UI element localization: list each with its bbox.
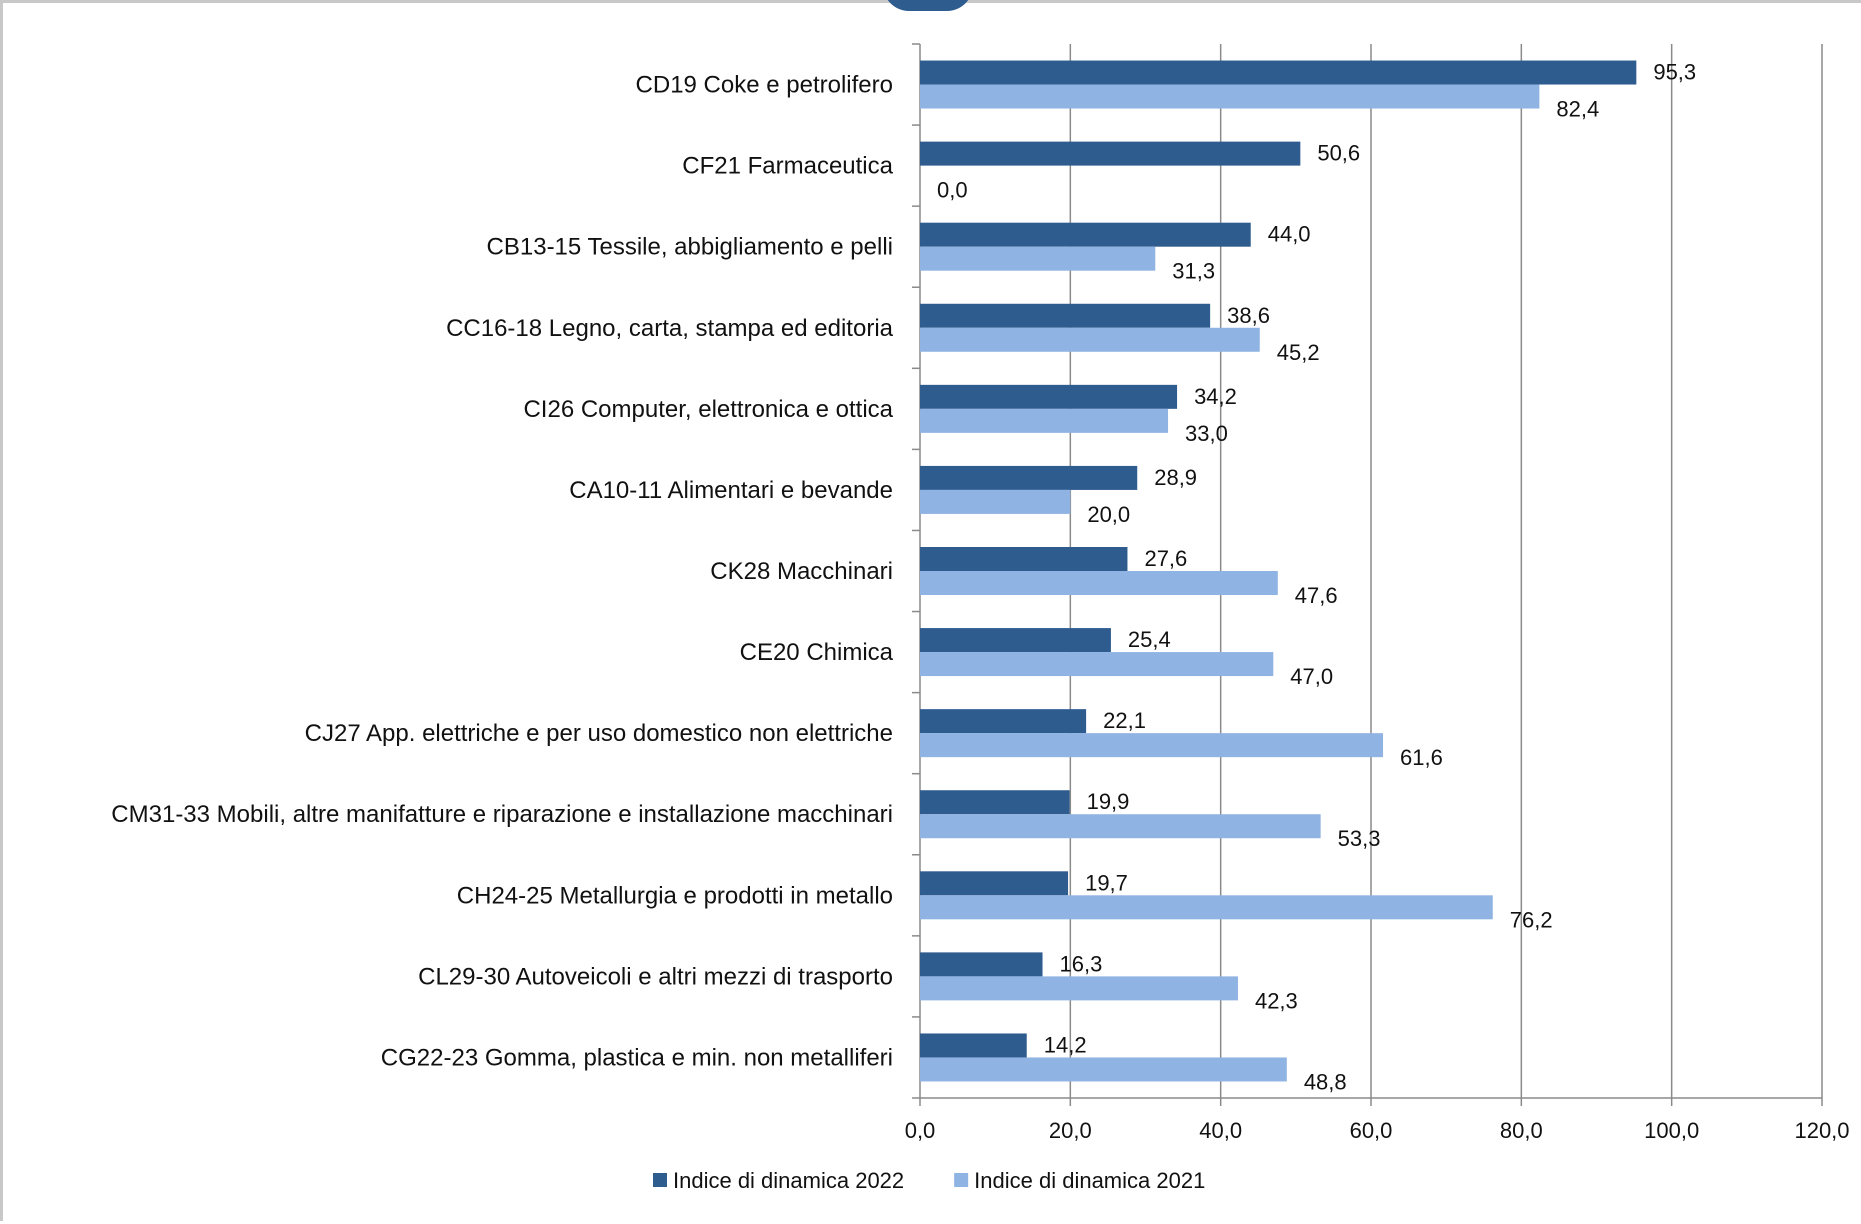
x-tick-label: 80,0 bbox=[1500, 1118, 1543, 1143]
bar-2022 bbox=[920, 790, 1070, 815]
data-label: 47,0 bbox=[1290, 664, 1333, 689]
data-label: 25,4 bbox=[1128, 627, 1171, 652]
category-label: CK28 Macchinari bbox=[710, 558, 893, 585]
data-label: 14,2 bbox=[1044, 1032, 1087, 1057]
data-label: 16,3 bbox=[1060, 951, 1103, 976]
x-tick-label: 40,0 bbox=[1199, 1118, 1242, 1143]
bar-2021 bbox=[920, 489, 1071, 514]
bar-2021 bbox=[920, 246, 1156, 271]
data-label: 38,6 bbox=[1227, 303, 1270, 328]
category-label: CJ27 App. elettriche e per uso domestico… bbox=[305, 720, 893, 747]
category-label: CB13-15 Tessile, abbigliamento e pelli bbox=[487, 234, 893, 261]
bar-2021 bbox=[920, 814, 1321, 839]
bar-2021 bbox=[920, 976, 1238, 1001]
category-label: CE20 Chimica bbox=[740, 639, 894, 666]
x-tick-label: 60,0 bbox=[1350, 1118, 1393, 1143]
category-label: CG22-23 Gomma, plastica e min. non metal… bbox=[381, 1044, 893, 1071]
bar-2021 bbox=[920, 571, 1278, 595]
data-label: 33,0 bbox=[1185, 421, 1228, 446]
data-label: 44,0 bbox=[1268, 222, 1311, 247]
data-label: 53,3 bbox=[1338, 826, 1381, 851]
x-tick-label: 100,0 bbox=[1644, 1118, 1699, 1143]
bar-2021 bbox=[920, 733, 1384, 758]
bar-2022 bbox=[920, 709, 1087, 734]
bar-2021 bbox=[920, 408, 1169, 433]
category-label: CA10-11 Alimentari e bevande bbox=[569, 477, 893, 504]
data-label: 28,9 bbox=[1154, 465, 1197, 490]
category-label: CH24-25 Metallurgia e prodotti in metall… bbox=[457, 882, 893, 909]
bar-chart: 0,0 20,0 40,0 60,0 80,0 100,0 120,0 CD19 Coke e… bbox=[111, 43, 1850, 1193]
data-label: 76,2 bbox=[1510, 907, 1553, 932]
bar-2021 bbox=[920, 1057, 1287, 1082]
x-tick-label: 120,0 bbox=[1794, 1118, 1849, 1143]
bar-2022 bbox=[920, 60, 1637, 85]
bar-2022 bbox=[920, 628, 1111, 653]
bar-2022 bbox=[920, 222, 1251, 247]
category-label: CI26 Computer, elettronica e ottica bbox=[523, 396, 893, 423]
header-accent-shape bbox=[883, 0, 973, 11]
legend-swatch bbox=[954, 1173, 969, 1187]
data-label: 22,1 bbox=[1103, 708, 1146, 733]
data-label: 95,3 bbox=[1653, 60, 1696, 85]
data-label: 20,0 bbox=[1087, 502, 1130, 527]
category-label: CF21 Farmaceutica bbox=[682, 153, 893, 180]
bar-2022 bbox=[920, 1033, 1027, 1058]
legend-label: Indice di dinamica 2021 bbox=[974, 1168, 1205, 1193]
x-tick-label: 20,0 bbox=[1049, 1118, 1092, 1143]
data-label: 48,8 bbox=[1304, 1069, 1347, 1094]
data-label: 82,4 bbox=[1556, 97, 1599, 122]
data-label: 61,6 bbox=[1400, 745, 1443, 770]
data-label: 19,9 bbox=[1087, 789, 1130, 814]
data-label: 47,6 bbox=[1295, 583, 1338, 608]
data-label: 42,3 bbox=[1255, 988, 1298, 1013]
bar-2021 bbox=[920, 84, 1540, 109]
data-label: 34,2 bbox=[1194, 384, 1237, 409]
legend-label: Indice di dinamica 2022 bbox=[673, 1168, 904, 1193]
data-label: 19,7 bbox=[1085, 870, 1128, 895]
bar-2022 bbox=[920, 952, 1043, 977]
bar-2021 bbox=[920, 652, 1274, 677]
bar-2022 bbox=[920, 303, 1211, 328]
data-label: 50,6 bbox=[1317, 141, 1360, 166]
bar-2021 bbox=[920, 327, 1260, 352]
category-label: CM31-33 Mobili, altre manifatture e ripa… bbox=[111, 801, 893, 828]
category-label: CD19 Coke e petrolifero bbox=[636, 72, 893, 99]
legend-swatch bbox=[653, 1173, 667, 1187]
bar-2022 bbox=[920, 384, 1178, 409]
data-label: 0,0 bbox=[937, 178, 968, 203]
bar-2022 bbox=[920, 141, 1301, 166]
data-label: 45,2 bbox=[1277, 340, 1320, 365]
data-label: 31,3 bbox=[1172, 259, 1215, 284]
category-label: CC16-18 Legno, carta, stampa ed editoria bbox=[446, 315, 894, 342]
bar-2022 bbox=[920, 871, 1069, 896]
category-label: CL29-30 Autoveicoli e altri mezzi di tra… bbox=[418, 963, 893, 990]
bar-2022 bbox=[920, 465, 1138, 490]
bar-2022 bbox=[920, 547, 1128, 571]
bar-2021 bbox=[920, 895, 1493, 920]
x-tick-label: 0,0 bbox=[905, 1118, 936, 1143]
data-label: 27,6 bbox=[1144, 546, 1187, 571]
